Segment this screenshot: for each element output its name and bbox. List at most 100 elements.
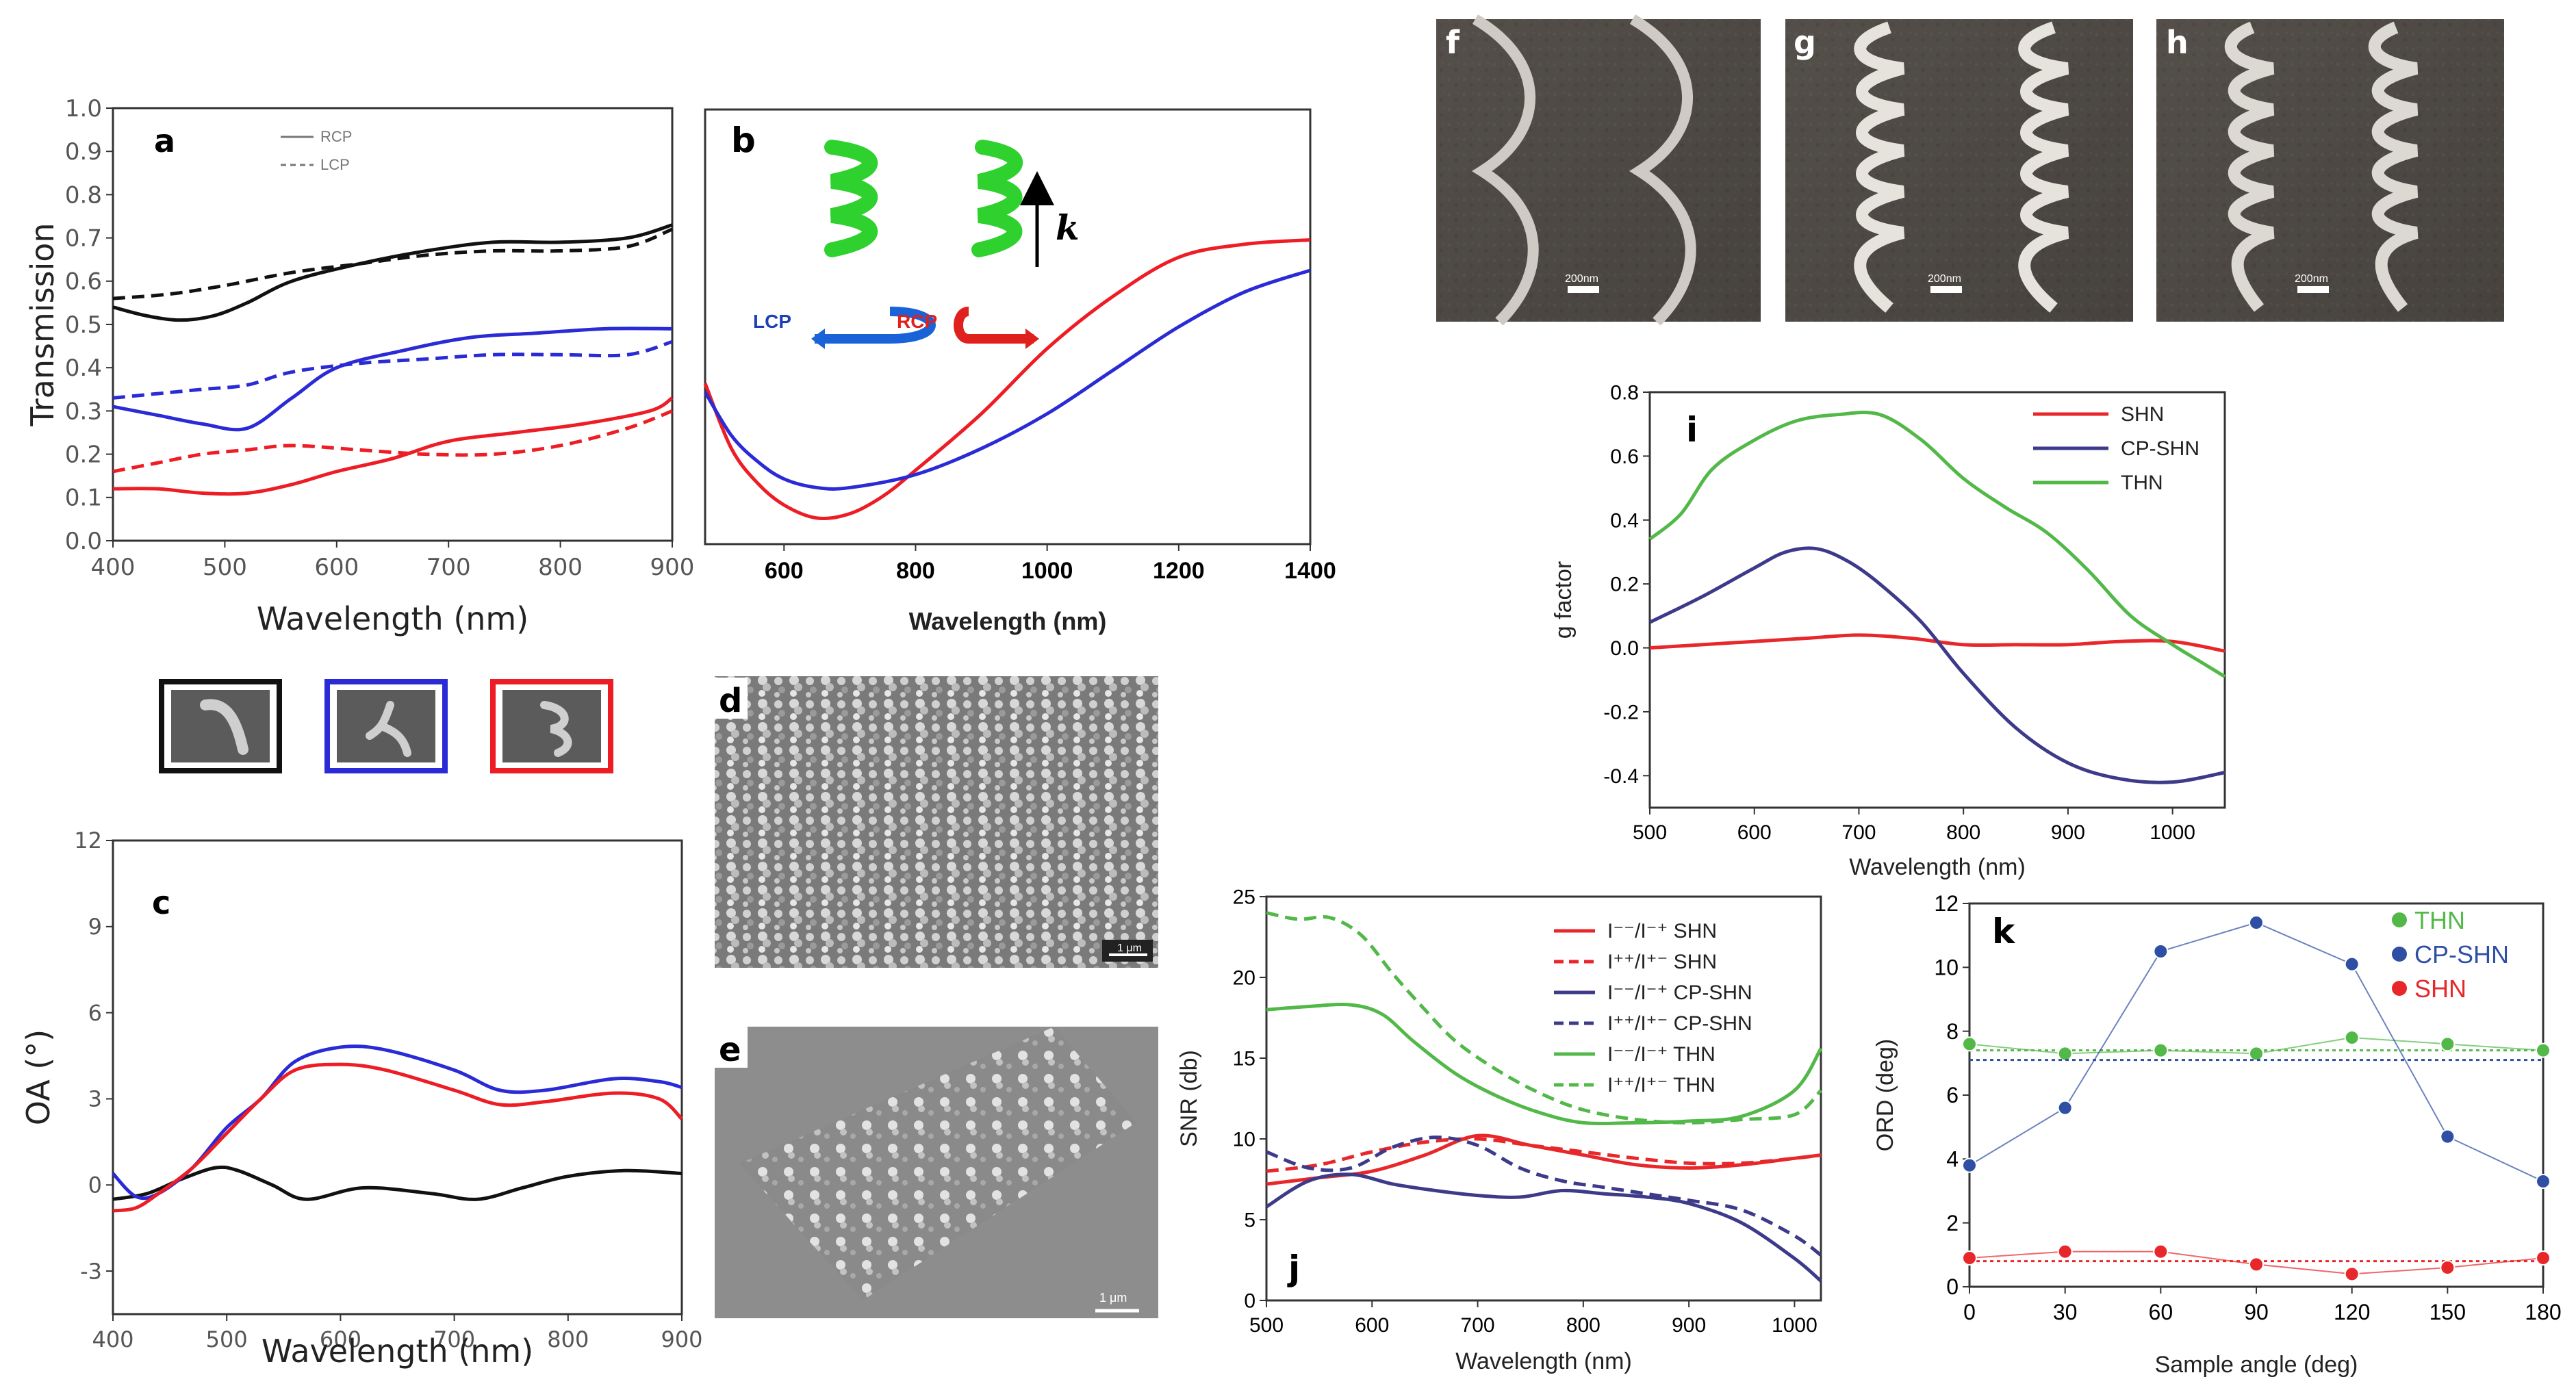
scale-bar-f: [1568, 286, 1599, 293]
data-point-shn: [2440, 1260, 2456, 1275]
x-tick-label: 150: [2430, 1300, 2466, 1324]
series-line-red-rcp: [112, 396, 674, 496]
y-tick-label: 0.3: [65, 398, 102, 425]
rcp-arrow-icon: [954, 307, 1039, 349]
data-point-cp-shn: [2249, 915, 2264, 930]
legend-label: CP-SHN: [2414, 940, 2509, 968]
x-tick-label: 700: [426, 554, 471, 581]
data-point-thn: [2440, 1036, 2456, 1052]
y-axis-label: OA (°): [20, 1029, 57, 1125]
plot-frame: [112, 107, 674, 542]
x-tick-label: 180: [2525, 1300, 2561, 1324]
series-line-i-i-thn: [1266, 911, 1822, 1125]
y-tick-label: 15: [1233, 1048, 1255, 1070]
y-axis-label: SNR (db): [1176, 1050, 1202, 1147]
x-tick-label: 700: [433, 1326, 475, 1352]
data-point-cp-shn: [2440, 1129, 2456, 1144]
x-tick-label: 30: [2053, 1300, 2078, 1324]
plot-frame: [1265, 895, 1822, 1302]
series-line-i-i-cp-shn: [1265, 1172, 1822, 1283]
chart-b-transmission-wide: 600 800 1000 1200 1400 Wavelength (nm) b: [703, 108, 1336, 635]
series-line-red-lcp: [112, 409, 673, 474]
y-axis-label: Transmission: [24, 222, 61, 426]
chart-b-inset-illustration: LCP RCP k: [753, 140, 1080, 349]
x-tick-label: 900: [661, 1326, 702, 1352]
series-line-thn: [1648, 411, 2226, 678]
y-tick-label: 0.2: [65, 441, 102, 469]
series-line-black: [112, 1165, 683, 1201]
y-tick-label: 0.2: [1610, 574, 1639, 596]
scale-label-d: 1 μm: [1117, 942, 1142, 954]
legend-marker: [2392, 912, 2407, 927]
y-tick-label: 0: [1244, 1290, 1255, 1313]
y-tick-label: 8: [1946, 1019, 1959, 1044]
sem-image-d: d 1 μm: [712, 676, 1158, 968]
y-tick-label: 0.9: [65, 138, 102, 166]
legend-label: I⁺⁺/I⁺⁻ SHN: [1607, 951, 1717, 973]
panel-label-k: k: [1992, 912, 2016, 951]
plot-frame: [1648, 391, 2226, 809]
x-axis-label: Wavelength (nm): [909, 607, 1107, 635]
series-line-black-lcp: [112, 227, 673, 300]
x-tick-label: 800: [1946, 821, 1980, 844]
data-point-cp-shn: [1962, 1157, 1977, 1173]
y-tick-label: 0.0: [1610, 637, 1639, 660]
legend-label: I⁻⁻/I⁻⁺ SHN: [1607, 920, 1717, 942]
scale-label-f: 200nm: [1565, 273, 1598, 285]
scale-label-e: 1 μm: [1099, 1291, 1127, 1305]
x-tick-label: 1200: [1153, 558, 1205, 584]
thumbnail-blue: [324, 679, 448, 773]
x-tick-label: 500: [1633, 821, 1667, 844]
panel-label-i: i: [1686, 410, 1698, 450]
y-tick-label: 0.1: [65, 485, 102, 512]
legend-label: SHN: [2414, 975, 2466, 1003]
series-line-i-i-thn: [1266, 1002, 1823, 1126]
x-tick-label: 1000: [1021, 558, 1073, 584]
y-tick-label: 0.8: [1610, 382, 1639, 405]
lcp-arrow-icon: [811, 307, 936, 349]
x-tick-label: 700: [1841, 821, 1876, 844]
x-tick-label: 0: [1963, 1300, 1976, 1324]
y-tick-label: 0.5: [65, 311, 102, 339]
legend-label: I⁻⁻/I⁻⁺ CP-SHN: [1607, 981, 1752, 1004]
data-point-thn: [2249, 1046, 2264, 1062]
x-axis-label: Wavelength (nm): [257, 600, 528, 637]
legend-label: THN: [2121, 472, 2163, 494]
x-tick-label: 1000: [2150, 821, 2195, 844]
series-line-cp-shn: [1648, 546, 2226, 784]
data-point-thn: [2153, 1042, 2169, 1058]
data-point-shn: [2057, 1244, 2073, 1259]
data-point-thn: [2344, 1030, 2360, 1045]
data-point-thn: [2536, 1042, 2551, 1058]
x-tick-label: 900: [1672, 1314, 1706, 1337]
data-point-shn: [2153, 1244, 2169, 1259]
legend-label-lcp: LCP: [320, 156, 350, 173]
data-point-shn: [2536, 1250, 2551, 1266]
y-tick-label: -3: [80, 1258, 102, 1284]
sem-image-f: f 200nm: [1436, 14, 1761, 326]
left-helix-icon: [824, 140, 878, 257]
x-tick-label: 900: [2051, 821, 2085, 844]
legend-marker: [2392, 947, 2407, 962]
x-tick-label: 800: [538, 554, 583, 581]
legend-label: THN: [2414, 906, 2465, 934]
x-tick-label: 400: [91, 554, 136, 581]
series-line-blue: [112, 1044, 683, 1201]
data-point-shn: [2249, 1257, 2264, 1272]
x-tick-label: 800: [547, 1326, 589, 1352]
x-axis-label: Wavelength (nm): [1455, 1348, 1632, 1374]
legend-label: SHN: [2121, 403, 2164, 426]
k-vector-label: k: [1056, 207, 1080, 248]
sem-image-g: g 200nm: [1785, 19, 2133, 322]
y-tick-label: 10: [1233, 1129, 1255, 1151]
scale-label-h: 200nm: [2295, 273, 2328, 285]
x-tick-label: 600: [1355, 1314, 1389, 1337]
legend-label: I⁻⁻/I⁻⁺ THN: [1607, 1043, 1716, 1066]
y-tick-label: 0.8: [65, 181, 102, 209]
data-point-thn: [1962, 1036, 1977, 1052]
x-tick-label: 600: [320, 1326, 361, 1352]
panel-label-f: f: [1446, 24, 1460, 61]
y-tick-label: 0.4: [1610, 509, 1639, 532]
x-tick-label: 600: [1737, 821, 1772, 844]
lcp-label: LCP: [753, 311, 791, 332]
